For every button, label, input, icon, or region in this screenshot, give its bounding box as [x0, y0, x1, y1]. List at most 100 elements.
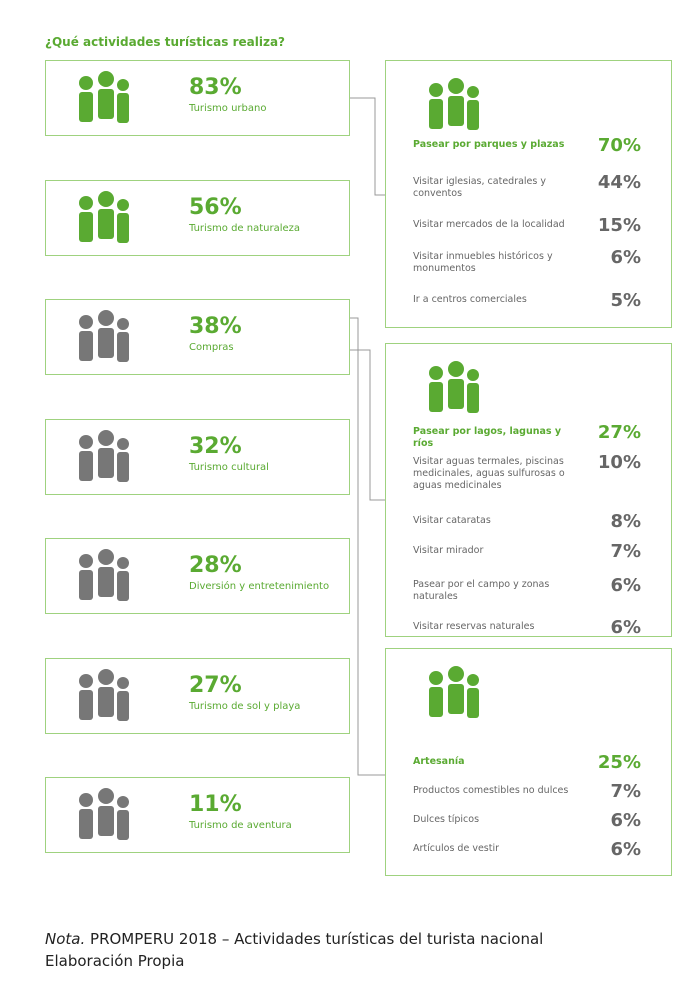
item-label: Productos comestibles no dulces	[413, 785, 569, 796]
icon-body	[117, 810, 129, 840]
icon-body	[98, 89, 114, 119]
icon-body	[117, 451, 129, 482]
item-label: Artesanía	[413, 756, 465, 767]
item-label: Pasear por lagos, lagunas y ríos	[413, 426, 562, 449]
detail-panel: Pasear por parques y plazas 70% Visitar ig…	[385, 60, 672, 328]
icon	[429, 666, 479, 718]
card-label: Diversión y entretenimiento	[189, 581, 330, 592]
icon-head	[448, 361, 464, 377]
item-label: Visitar cataratas	[413, 515, 491, 526]
icon-head	[467, 674, 479, 686]
icon-body	[79, 92, 93, 122]
icon-head	[79, 315, 93, 329]
icon-body	[79, 211, 93, 242]
icon-head	[98, 71, 114, 87]
icon-body	[79, 809, 93, 839]
card-percent: 32%	[189, 433, 242, 459]
icon-body	[79, 450, 93, 481]
activity-card: 38% Compras	[45, 299, 350, 375]
icon-body	[98, 208, 114, 239]
icon-head	[429, 671, 443, 685]
icon-body	[98, 447, 114, 478]
note-source: Elaboración Propia	[45, 952, 185, 970]
icon	[79, 310, 129, 362]
icon	[79, 429, 129, 482]
icon-head	[117, 557, 129, 569]
icon-head	[429, 366, 443, 380]
item-label: Visitar reservas naturales	[413, 621, 535, 632]
icon-body	[429, 99, 443, 129]
icon-body	[79, 689, 93, 720]
item-percent: 44%	[597, 172, 641, 193]
icon-head	[98, 549, 114, 565]
card-label: Turismo de sol y playa	[189, 700, 301, 712]
item-label: Dulces típicos	[413, 814, 480, 825]
item-percent: 5%	[610, 290, 641, 311]
icon-head	[429, 83, 443, 97]
connector	[350, 97, 385, 196]
item-percent: 10%	[597, 452, 641, 473]
icon-body	[98, 806, 114, 836]
icon-head	[79, 793, 93, 807]
card-percent: 27%	[189, 672, 242, 698]
icon	[79, 71, 129, 123]
card-percent: 56%	[189, 194, 242, 220]
item-percent: 8%	[610, 511, 641, 532]
icon-body	[429, 687, 443, 717]
item-label: Pasear por el campo y zonas naturales	[413, 579, 550, 602]
icon	[79, 190, 129, 243]
card-label: Compras	[189, 342, 234, 353]
card-label: Turismo de aventura	[189, 820, 292, 831]
item-label: Visitar aguas termales, piscinas medicin…	[413, 456, 565, 491]
icon-head	[79, 76, 93, 90]
icon-body	[448, 684, 464, 714]
icon-body	[117, 690, 129, 721]
icon-body	[98, 328, 114, 358]
icon-body	[467, 100, 479, 130]
icon-body	[448, 379, 464, 409]
activity-card: 11% Turismo de aventura	[45, 777, 350, 853]
card-percent: 28%	[189, 553, 242, 578]
item-label: Artículos de vestir	[413, 843, 500, 854]
title: ¿Qué actividades turísticas realiza?	[45, 35, 286, 49]
note: Nota. PROMPERU 2018 – Actividades turíst…	[45, 930, 543, 948]
icon-head	[448, 666, 464, 682]
icon-head	[467, 86, 479, 98]
icon	[429, 78, 479, 130]
card-label: Turismo cultural	[189, 461, 269, 473]
card-percent: 83%	[189, 75, 242, 100]
item-label: Visitar inmuebles históricos y monumento…	[413, 251, 553, 274]
icon-body	[117, 212, 129, 243]
item-percent: 6%	[610, 575, 641, 596]
item-label: Ir a centros comerciales	[413, 294, 527, 305]
icon-head	[117, 198, 129, 211]
card-label: Turismo urbano	[189, 103, 267, 114]
icon-head	[448, 78, 464, 94]
icon-body	[467, 383, 479, 413]
icon-head	[98, 190, 114, 207]
icon	[79, 668, 129, 721]
detail-panel: Artesanía 25% Productos comestibles no dul…	[385, 648, 672, 876]
connectors	[350, 97, 385, 776]
item-percent: 7%	[610, 781, 641, 802]
item-percent: 7%	[610, 541, 641, 562]
item-percent: 6%	[610, 839, 641, 860]
item-percent: 27%	[597, 422, 641, 443]
connector	[350, 349, 385, 501]
icon-body	[79, 570, 93, 600]
icon-head	[117, 676, 129, 689]
icon-head	[79, 554, 93, 568]
icon-body	[79, 331, 93, 361]
item-percent: 6%	[610, 247, 641, 268]
icon-head	[467, 369, 479, 381]
icon-head	[98, 788, 114, 804]
icon-head	[117, 437, 129, 450]
icon-head	[98, 429, 114, 446]
icon-body	[98, 686, 114, 717]
note-lead: Nota.	[45, 930, 86, 948]
icon-body	[117, 571, 129, 601]
icon-body	[429, 382, 443, 412]
icon-body	[467, 688, 479, 718]
icon-head	[117, 796, 129, 808]
connector	[350, 317, 385, 776]
